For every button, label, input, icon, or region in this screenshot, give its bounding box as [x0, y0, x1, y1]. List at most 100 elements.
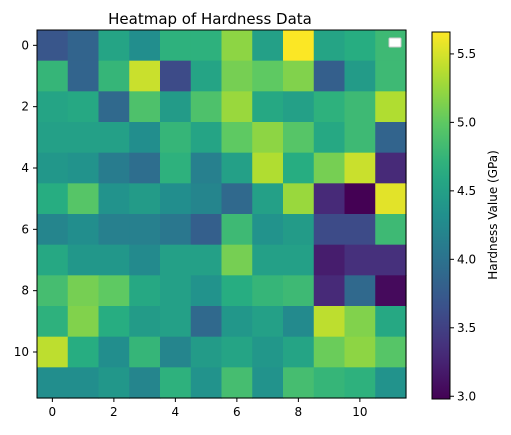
- x-tick-label: 6: [233, 405, 241, 419]
- heatmap-cell: [98, 275, 130, 307]
- heatmap-cell: [313, 122, 346, 154]
- heatmap-cell: [375, 60, 407, 92]
- heatmap-cell: [129, 244, 161, 276]
- y-tick-label: 10: [14, 345, 29, 359]
- x-tick-label: 4: [172, 405, 180, 419]
- heatmap-cell: [37, 306, 69, 338]
- heatmap-cell: [67, 306, 100, 338]
- colorbar-tick-label: 3.5: [457, 321, 476, 335]
- heatmap-cell: [313, 367, 346, 399]
- y-tick-label: 8: [21, 284, 29, 298]
- heatmap-cell: [344, 30, 376, 62]
- colorbar-tick-label: 4.5: [457, 184, 476, 198]
- heatmap-cell: [252, 244, 284, 276]
- heatmap-cells: [37, 30, 407, 399]
- heatmap-cell: [283, 244, 315, 276]
- heatmap-cell: [190, 336, 223, 368]
- heatmap-cell: [375, 367, 407, 399]
- x-tick-label: 8: [295, 405, 303, 419]
- heatmap-cell: [252, 152, 284, 184]
- heatmap-cell: [221, 122, 253, 154]
- heatmap-cell: [221, 275, 253, 307]
- colorbar-label: Hardness Value (GPa): [486, 150, 500, 280]
- heatmap-cell: [98, 244, 130, 276]
- x-axis: 0 2 4 6 8 10: [49, 398, 368, 419]
- colorbar-tick-label: 5.5: [457, 47, 476, 61]
- heatmap-cell: [221, 306, 253, 338]
- heatmap-cell: [160, 91, 192, 123]
- legend-box: [388, 37, 402, 48]
- heatmap-cell: [190, 244, 223, 276]
- heatmap-cell: [129, 183, 161, 215]
- heatmap-cell: [283, 152, 315, 184]
- heatmap-cell: [252, 214, 284, 246]
- x-tick-label: 2: [110, 405, 118, 419]
- heatmap-cell: [221, 367, 253, 399]
- heatmap-cell: [252, 275, 284, 307]
- heatmap-cell: [98, 183, 130, 215]
- heatmap-cell: [37, 91, 69, 123]
- heatmap-cell: [160, 152, 192, 184]
- heatmap-cell: [283, 275, 315, 307]
- heatmap-cell: [160, 214, 192, 246]
- heatmap-cell: [98, 152, 130, 184]
- heatmap-cell: [160, 275, 192, 307]
- heatmap-cell: [67, 275, 100, 307]
- heatmap-cell: [160, 30, 192, 62]
- heatmap-cell: [313, 60, 346, 92]
- heatmap-cell: [221, 91, 253, 123]
- heatmap-cell: [283, 30, 315, 62]
- heatmap-cell: [283, 367, 315, 399]
- heatmap-cell: [98, 91, 130, 123]
- heatmap-cell: [252, 336, 284, 368]
- heatmap-cell: [67, 336, 100, 368]
- heatmap-cell: [129, 91, 161, 123]
- colorbar-tick-label: 3.0: [457, 389, 476, 403]
- heatmap-cell: [160, 306, 192, 338]
- heatmap-cell: [344, 183, 376, 215]
- x-tick-label: 10: [352, 405, 367, 419]
- heatmap-cell: [344, 214, 376, 246]
- chart-title: Heatmap of Hardness Data: [108, 10, 312, 28]
- heatmap-cell: [37, 367, 69, 399]
- heatmap-cell: [37, 60, 69, 92]
- heatmap-cell: [344, 367, 376, 399]
- heatmap-cell: [375, 152, 407, 184]
- heatmap-cell: [221, 30, 253, 62]
- y-tick-label: 0: [21, 38, 29, 52]
- heatmap-cell: [37, 30, 69, 62]
- heatmap-cell: [67, 367, 100, 399]
- heatmap-cell: [98, 30, 130, 62]
- colorbar-tick-label: 4.0: [457, 252, 476, 266]
- heatmap-cell: [313, 183, 346, 215]
- heatmap-cell: [344, 60, 376, 92]
- heatmap-cell: [129, 306, 161, 338]
- heatmap-cell: [190, 183, 223, 215]
- heatmap-cell: [129, 152, 161, 184]
- heatmap-cell: [313, 30, 346, 62]
- heatmap-cell: [37, 122, 69, 154]
- y-tick-label: 2: [21, 100, 29, 114]
- heatmap-cell: [190, 367, 223, 399]
- y-tick-label: 6: [21, 222, 29, 236]
- heatmap-cell: [37, 244, 69, 276]
- heatmap-cell: [67, 183, 100, 215]
- heatmap-cell: [283, 60, 315, 92]
- heatmap-cell: [375, 91, 407, 123]
- heatmap-cell: [98, 122, 130, 154]
- heatmap-cell: [98, 60, 130, 92]
- heatmap-cell: [252, 30, 284, 62]
- heatmap-cell: [129, 336, 161, 368]
- heatmap-cell: [375, 183, 407, 215]
- heatmap-cell: [67, 30, 100, 62]
- heatmap-cell: [221, 183, 253, 215]
- heatmap-cell: [98, 306, 130, 338]
- y-axis: 0 2 4 6 8 10: [14, 38, 37, 359]
- heatmap-cell: [252, 122, 284, 154]
- heatmap-cell: [129, 275, 161, 307]
- heatmap-cell: [221, 336, 253, 368]
- heatmap-cell: [160, 183, 192, 215]
- heatmap-cell: [283, 214, 315, 246]
- heatmap-cell: [190, 275, 223, 307]
- heatmap-cell: [313, 275, 346, 307]
